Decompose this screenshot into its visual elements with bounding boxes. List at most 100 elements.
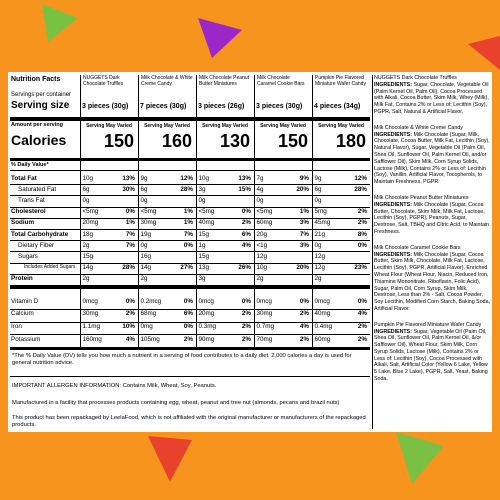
amount: 12g: [314, 252, 326, 260]
daily-value: 23%: [354, 264, 367, 272]
daily-value: 20%: [296, 264, 309, 272]
rule: [10, 321, 370, 323]
daily-value: 26%: [238, 264, 251, 272]
daily-value: 2%: [299, 335, 309, 343]
amount: 60mg: [256, 219, 273, 227]
column-divider: [312, 75, 313, 349]
ingredient-label: INGREDIENTS:: [374, 81, 412, 88]
ingredient-text: INGREDIENTS: Sugar, Vegetable Oil (Palm …: [374, 329, 490, 383]
ingredient-entry: Pumpkin Pie Flavored Miniature Wafer Can…: [374, 322, 490, 383]
daily-value: 13%: [122, 174, 135, 182]
ingredient-list: Milk Chocolate (Sugar, Milk, Chocolate, …: [374, 131, 490, 186]
amount: 15g: [82, 252, 94, 260]
daily-value: 27%: [180, 264, 193, 272]
product-name: NUGGETS Dark Chocolate Truffles: [83, 75, 124, 87]
daily-value: 10%: [122, 323, 135, 331]
nutrient-name: Potassium: [11, 335, 41, 343]
facility: Manufactured in a facility that processe…: [12, 400, 340, 406]
column-divider: [254, 75, 255, 349]
amount: 9g: [314, 174, 322, 182]
daily-value: 28%: [122, 264, 135, 272]
amount: 7g: [256, 174, 264, 182]
serving-size: 3 pieces (30g): [256, 103, 303, 110]
ingredient-entry: NUGGETS Dark Chocolate Truffles INGREDIEN…: [374, 75, 490, 116]
amount: 0.4mg: [314, 323, 333, 331]
nutrient-name: Includes Added Sugars: [24, 264, 76, 271]
rule: [10, 170, 370, 171]
serving-size: 4 pieces (34g): [314, 103, 361, 110]
amount: 3g: [198, 275, 206, 283]
ingredient-title: NUGGETS Dark Chocolate Truffles: [374, 75, 457, 81]
ingredient-list: Sugar, Chocolate, Vegetable Oil (Palm Ke…: [374, 81, 489, 115]
amount: 0g: [140, 241, 148, 249]
amount: 6g: [82, 185, 90, 193]
daily-value: 0%: [125, 208, 135, 216]
amount: <5mg: [256, 208, 273, 216]
amount: 2g: [82, 275, 90, 283]
amount: 45mg: [314, 219, 331, 227]
triangle: [198, 18, 242, 58]
amount: 70mg: [256, 335, 273, 343]
amount: 10g: [256, 264, 268, 272]
amount: 60mg: [314, 335, 331, 343]
rule: [10, 184, 370, 185]
daily-value: 6%: [241, 230, 251, 238]
daily-value: 2%: [357, 219, 367, 227]
nutrient-name: Total Carbohydrate: [11, 230, 69, 238]
daily-value: 0%: [299, 297, 309, 305]
ingredient-list: Sugar, Vegetable Oil (Palm Oil, Shea Oil…: [374, 328, 488, 383]
rule: [10, 347, 370, 350]
label-panel: NUGGETS Dark Chocolate Truffles INGREDIEN…: [8, 72, 492, 432]
dv-label: % Daily Value*: [11, 162, 49, 168]
amount: 40mg: [314, 310, 331, 318]
daily-value: 1%: [183, 219, 193, 227]
triangle: [468, 36, 500, 70]
nutrient-name: Cholesterol: [11, 208, 46, 216]
amount: 0mg: [140, 323, 153, 331]
daily-value: 2%: [241, 310, 251, 318]
amount: 0g: [198, 196, 206, 204]
serving-size-label: Serving size: [11, 100, 70, 111]
daily-value: 0%: [357, 297, 367, 305]
amount: 68mg: [140, 310, 157, 318]
amount: 20g: [256, 230, 268, 238]
triangle: [396, 432, 444, 484]
daily-value: 2%: [241, 335, 251, 343]
daily-value: 7%: [299, 230, 309, 238]
amount: 40mg: [198, 219, 215, 227]
serving-note: Serving May Varied: [144, 123, 190, 129]
ingredient-label: INGREDIENTS:: [374, 131, 412, 138]
amount: 6g: [140, 185, 148, 193]
nutrient-name: Calcium: [11, 310, 34, 318]
nutrient-name: Sodium: [11, 219, 35, 227]
amount: 2g: [314, 275, 322, 283]
amount: 0mcg: [198, 297, 214, 305]
repackaged: This product has been repackaged by Leel…: [12, 415, 366, 429]
amount: 30mg: [140, 219, 157, 227]
column-divider: [80, 75, 81, 349]
triangle: [148, 436, 192, 482]
nutrient-name: Total Fat: [11, 174, 37, 182]
daily-value: 28%: [180, 185, 193, 193]
product-name: Milk Chocolate Peanut Butter Miniatures: [199, 75, 250, 87]
footnote: *The % Daily Value (DV) tells you how mu…: [12, 353, 352, 367]
daily-value: 7%: [183, 230, 193, 238]
amount: 2g: [140, 275, 148, 283]
ingredient-entry: Milk Chocolate & White Creme Candy INGRED…: [374, 125, 490, 186]
daily-value: 0%: [241, 208, 251, 216]
daily-value: 2%: [299, 310, 309, 318]
amount: 0g: [314, 241, 322, 249]
daily-value: 12%: [354, 174, 367, 182]
daily-value: 2%: [241, 219, 251, 227]
daily-value: 1%: [299, 208, 309, 216]
amount: 10g: [198, 174, 210, 182]
nutrient-name: Saturated Fat: [18, 185, 57, 193]
amount: <5mg: [140, 208, 157, 216]
column-divider: [196, 75, 197, 349]
amount: 3g: [198, 185, 206, 193]
amount: 14g: [140, 264, 152, 272]
amount: 4g: [256, 185, 264, 193]
nutrient-name: Dietary Fiber: [18, 241, 55, 249]
serving-size: 3 pieces (30g): [82, 103, 129, 110]
amount: 15g: [198, 252, 210, 260]
